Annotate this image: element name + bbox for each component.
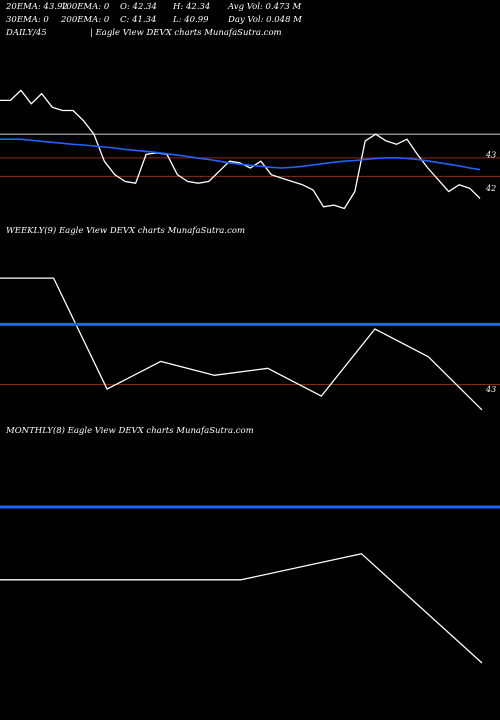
daily-ema-line [0,138,481,171]
daily-price-line [0,89,481,210]
header-200ema: 200EMA: 0 [61,15,110,25]
header-100ema: 100EMA: 0 [61,2,110,12]
header-30ema: 30EMA: 0 [6,15,49,25]
daily-panel-title: DAILY/45 [6,28,47,38]
weekly-panel-title: WEEKLY(9) Eagle View DEVX charts MunafaS… [6,226,246,236]
header-high: H: 42.34 [173,2,211,12]
daily-price-label-0: 43 [485,150,496,159]
header-close: C: 41.34 [120,15,157,25]
header-20ema: 20EMA: 43.92 [6,2,68,12]
header-low: L: 40.99 [173,15,209,25]
header-day-vol: Day Vol: 0.048 M [228,15,302,25]
weekly-price-line [0,277,483,411]
daily-price-label-1: 42 [485,184,496,193]
monthly-panel-title: MONTHLY(8) Eagle View DEVX charts Munafa… [6,426,254,436]
header-avg-vol: Avg Vol: 0.473 M [228,2,302,12]
monthly-price-line [0,553,483,664]
daily-panel-subtitle: | Eagle View DEVX charts MunafaSutra.com [90,28,282,38]
weekly-price-label-0: 43 [485,385,496,394]
header-open: O: 42.34 [120,2,157,12]
